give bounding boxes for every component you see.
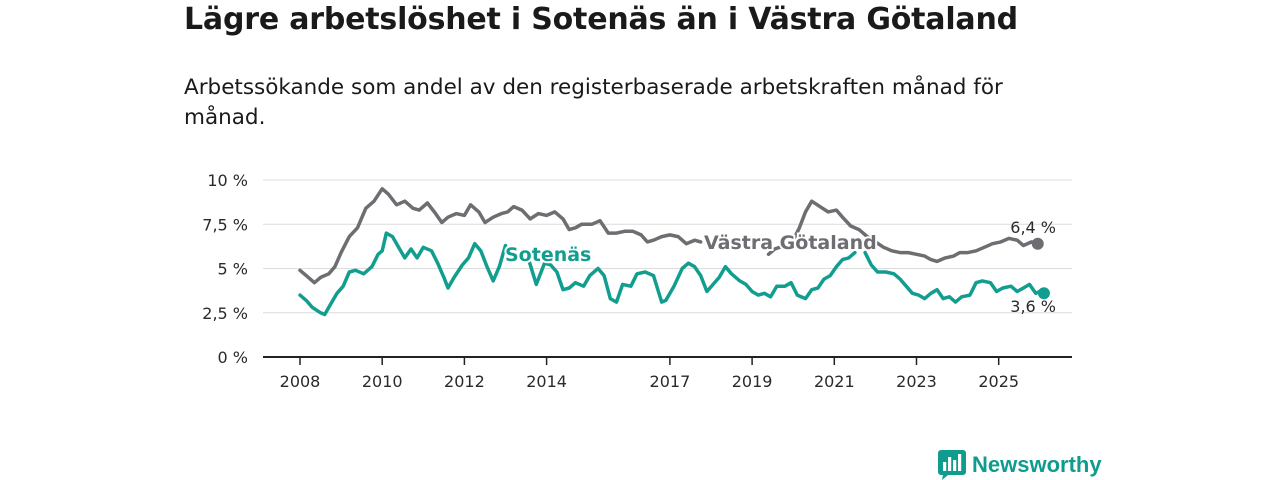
x-tick-label: 2017 [650, 372, 691, 391]
series-labels: Västra Götaland Sotenäs 6,4 % 3,6 % [503, 218, 1056, 316]
series-end-point [1031, 237, 1044, 250]
y-tick-label: 0 % [218, 348, 248, 367]
x-tick-label: 2021 [814, 372, 855, 391]
series-line-sotenas [863, 250, 1046, 304]
x-tick-label: 2025 [978, 372, 1019, 391]
series-label-vastra-gotaland: Västra Götaland [704, 232, 877, 254]
x-tick-label: 2010 [362, 372, 403, 391]
line-chart: 0 % 2,5 % 5 % 7,5 % 10 % 2008 2010 2012 2014 201… [202, 171, 1072, 391]
series-label-sotenas: Sotenäs [505, 244, 591, 266]
series-line-sotenas [298, 231, 508, 317]
series-line-vastra-gotaland [766, 199, 1040, 264]
x-tick-label: 2014 [526, 372, 567, 391]
x-tick-label: 2008 [280, 372, 321, 391]
gridlines [263, 179, 1072, 358]
y-tick-label: 5 % [218, 260, 248, 279]
end-value-label-sotenas: 3,6 % [1010, 297, 1056, 316]
x-tick-label: 2019 [732, 372, 773, 391]
newsworthy-logo: Newsworthy [938, 450, 1102, 480]
series-lines [298, 187, 1050, 317]
end-value-label-vastra-gotaland: 6,4 % [1010, 218, 1056, 237]
x-axis-ticks: 2008 2010 2012 2014 2017 2019 2021 2023 2025 [280, 357, 1019, 391]
series-line-vastra-gotaland [298, 187, 703, 285]
bar-chart-bubble-icon [938, 450, 966, 480]
x-tick-label: 2023 [896, 372, 937, 391]
series-end-point [1037, 287, 1050, 300]
y-tick-label: 10 % [207, 171, 248, 190]
x-tick-label: 2012 [444, 372, 485, 391]
chart-subtitle: Arbetssökande som andel av den registerb… [184, 75, 1003, 130]
y-axis-ticks: 0 % 2,5 % 5 % 7,5 % 10 % [202, 171, 248, 367]
series-line-sotenas [526, 250, 857, 304]
y-tick-label: 2,5 % [202, 304, 248, 323]
y-tick-label: 7,5 % [202, 215, 248, 234]
chart-title: Lägre arbetslöshet i Sotenäs än i Västra… [184, 2, 1018, 37]
brand-name: Newsworthy [972, 452, 1102, 477]
